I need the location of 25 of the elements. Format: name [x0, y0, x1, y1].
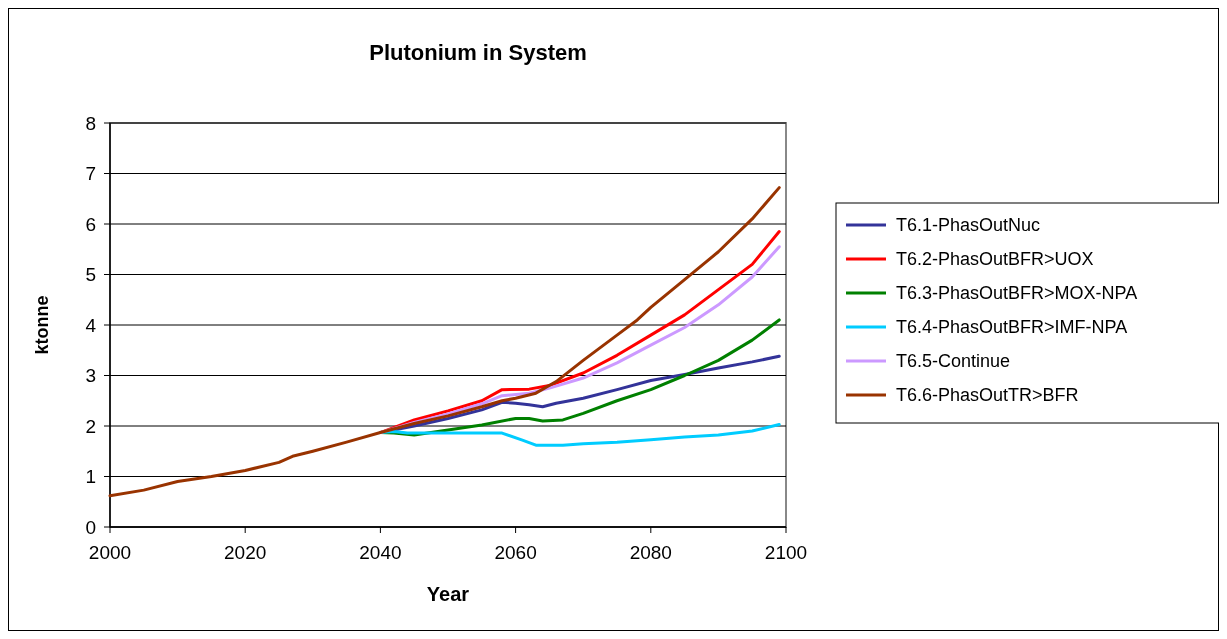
y-tick-label: 7 — [85, 163, 96, 185]
legend-label: T6.2-PhasOutBFR>UOX — [896, 249, 1094, 270]
y-tick-label: 3 — [85, 365, 96, 387]
legend-label: T6.1-PhasOutNuc — [896, 215, 1041, 236]
line-series — [108, 186, 781, 498]
y-tick-label: 2 — [85, 415, 96, 437]
x-axis-title: Year — [426, 583, 470, 605]
chart-title: Plutonium in System — [369, 40, 587, 65]
legend-label: T6.4-PhasOutBFR>IMF-NPA — [896, 317, 1128, 338]
legend-label: T6.3-PhasOutBFR>MOX-NPA — [896, 283, 1138, 304]
x-tick-label: 2060 — [494, 542, 537, 563]
x-tick-label: 2100 — [764, 542, 808, 563]
y-axis-title: ktonne — [32, 295, 52, 355]
x-tick-label: 2080 — [629, 542, 672, 563]
y-tick-label: 8 — [85, 112, 96, 134]
y-tick-label: 0 — [85, 516, 96, 538]
x-tick-label: 2020 — [224, 542, 267, 563]
legend-label: T6.5-Continue — [896, 351, 1011, 372]
x-tick-label: 2000 — [88, 542, 132, 563]
x-tick-label: 2040 — [359, 542, 402, 563]
legend-label: T6.6-PhasOutTR>BFR — [896, 385, 1079, 406]
y-tick-label: 4 — [85, 314, 97, 336]
y-tick-label: 5 — [85, 264, 96, 286]
y-tick-label: 1 — [85, 466, 96, 488]
y-tick-label: 6 — [85, 213, 96, 235]
